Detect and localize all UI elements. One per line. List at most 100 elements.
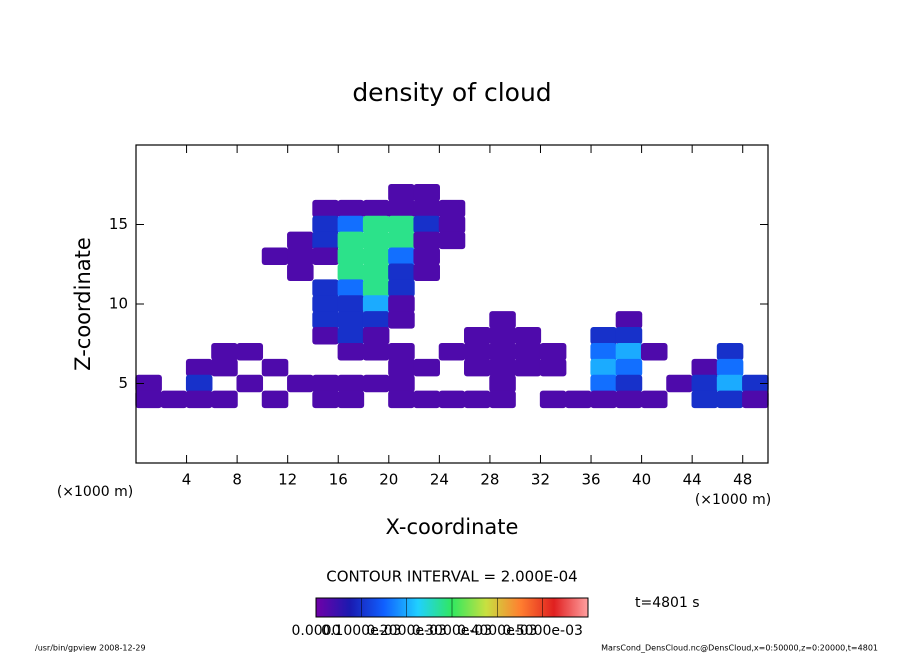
cloud-cell [388, 342, 415, 361]
y-axis-label: Z-coordinate [71, 237, 95, 371]
cloud-cell [135, 374, 162, 393]
cloud-cell [388, 279, 415, 297]
cloud-cell [388, 358, 415, 377]
time-label: t=4801 s [635, 595, 700, 611]
cloud-cell [413, 247, 440, 266]
cloud-cell [388, 247, 415, 266]
cloud-cell [312, 215, 339, 234]
cloud-cell [640, 342, 668, 361]
cloud-cell [362, 263, 390, 281]
cloud-cell [388, 390, 415, 409]
cloud-cell [514, 327, 542, 345]
cloud-cell [312, 231, 339, 250]
cloud-cell [236, 374, 264, 393]
cloud-cell [716, 342, 744, 361]
x-unit-label: (×1000 m) [57, 484, 133, 500]
cloud-cell [287, 263, 314, 281]
plot-frame [135, 144, 769, 464]
cloud-cell [590, 342, 617, 361]
cloud-cell [489, 342, 516, 361]
cloud-cell [438, 390, 466, 409]
colorbar-tick-label: 0.3000e-03 [412, 623, 492, 639]
cloud-cell [716, 358, 744, 377]
cloud-cell [615, 311, 643, 329]
cloud-cell [337, 374, 365, 393]
cloud-cell [312, 199, 339, 218]
cloud-cell [362, 215, 390, 234]
cloud-cell [539, 358, 567, 377]
cloud-cell [464, 358, 491, 377]
x-tick-label: 8 [232, 471, 242, 489]
cloud-cell [362, 279, 390, 297]
x-tick-label: 24 [430, 471, 449, 489]
cloud-cell [438, 215, 466, 234]
cloud-cell [261, 247, 289, 266]
x-tick-label: 40 [632, 471, 651, 489]
cloud-cell [514, 358, 542, 377]
cloud-cell [211, 342, 238, 361]
x-tick-label: 32 [531, 471, 550, 489]
cloud-cell [337, 231, 365, 250]
cloud-cell [716, 374, 744, 393]
cloud-cell [742, 374, 769, 393]
cloud-cell [464, 390, 491, 409]
cloud-cell [666, 374, 693, 393]
cloud-cell [489, 374, 516, 393]
cloud-cell [489, 311, 516, 329]
cloud-cell [287, 247, 314, 266]
cloud-cell [640, 390, 668, 409]
cloud-cell [413, 231, 440, 250]
cloud-cell [362, 374, 390, 393]
x-tick-label: 4 [182, 471, 192, 489]
x-tick-label: 44 [683, 471, 702, 489]
y-tick-label: 5 [118, 374, 128, 392]
cloud-cell [388, 215, 415, 234]
cloud-cell [716, 390, 744, 409]
cloud-cell [691, 358, 719, 377]
cloud-cell [160, 390, 188, 409]
cloud-cell [464, 342, 491, 361]
y-tick-label: 10 [109, 295, 128, 313]
cloud-cell [337, 342, 365, 361]
contour-interval: CONTOUR INTERVAL = 2.000E-04 [326, 568, 577, 586]
cloud-cell [337, 279, 365, 297]
cloud-cell [312, 327, 339, 345]
cloud-cell [590, 390, 617, 409]
x-axis-label: X-coordinate [386, 515, 519, 539]
cloud-cell [337, 311, 365, 329]
cloud-cell [312, 295, 339, 313]
cloud-cell [185, 390, 213, 409]
cloud-cell [489, 327, 516, 345]
cloud-cell [539, 390, 567, 409]
colorbar-tick-label: 0.2000e-03 [366, 623, 446, 639]
cloud-cell [287, 231, 314, 250]
cloud-cell [413, 358, 440, 377]
cloud-cell [742, 390, 769, 409]
x-tick-label: 16 [329, 471, 348, 489]
cloud-cell [312, 247, 339, 266]
colorbar-tick-label: 0.5000e-03 [502, 623, 582, 639]
cloud-cell [388, 311, 415, 329]
cloud-cell [211, 390, 238, 409]
cloud-cell [362, 311, 390, 329]
cloud-cell [590, 327, 617, 345]
cloud-cell [362, 247, 390, 266]
cloud-cell [337, 247, 365, 266]
cloud-cell [615, 327, 643, 345]
cloud-cell [464, 327, 491, 345]
cloud-cell [287, 374, 314, 393]
cloud-cell [337, 327, 365, 345]
cloud-cell [413, 390, 440, 409]
cloud-cell [489, 390, 516, 409]
cloud-cell [615, 390, 643, 409]
x-tick-label: 12 [278, 471, 297, 489]
cloud-cell [388, 183, 415, 202]
cloud-cell [362, 295, 390, 313]
cloud-cell [489, 358, 516, 377]
y-tick-label: 15 [109, 215, 128, 233]
cloud-cell [615, 374, 643, 393]
cloud-cell [691, 374, 719, 393]
cloud-cell [337, 390, 365, 409]
